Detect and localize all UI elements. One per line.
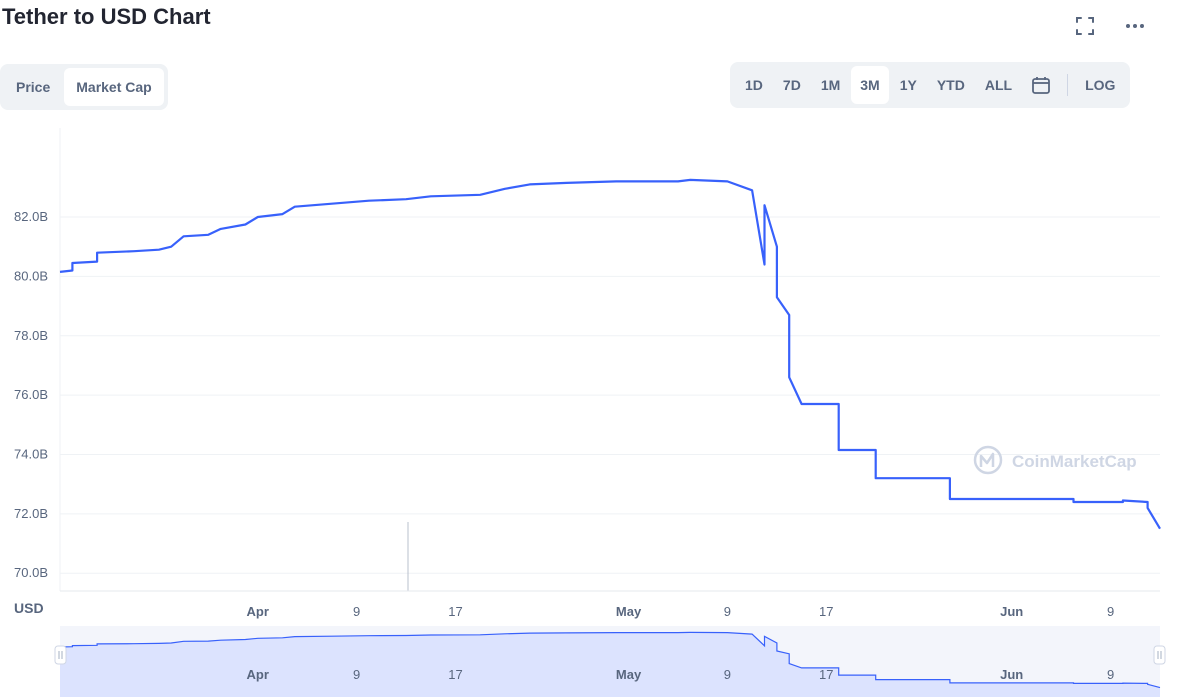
navigator-x-tick-label: May (616, 667, 642, 682)
coinmarketcap-watermark: CoinMarketCap (973, 445, 1137, 475)
range-1m[interactable]: 1M (820, 77, 841, 93)
range-ytd[interactable]: YTD (936, 77, 965, 93)
calendar-icon[interactable] (1023, 66, 1059, 104)
x-tick-label: Apr (247, 604, 269, 619)
navigator-line (59, 631, 1161, 689)
range-toggle: 1D 7D 1M 3M 1Y YTD ALL LOG (730, 62, 1131, 108)
navigator-area (60, 632, 1160, 697)
x-tick-label: May (616, 604, 642, 619)
grid-lines (60, 216, 1160, 574)
tab-price[interactable]: Price (16, 79, 51, 95)
navigator-x-tick-label: 9 (353, 667, 360, 682)
page-title: Tether to USD Chart (2, 4, 211, 29)
x-tick-label: 9 (1107, 604, 1114, 619)
navigator-x-tick-label: Apr (247, 667, 269, 682)
tab-market-cap[interactable]: Market Cap (64, 68, 164, 106)
navigator-x-tick-label: 17 (448, 667, 462, 682)
range-navigator[interactable]: Apr 9 17 May 9 17 Jun 9 (54, 626, 1166, 697)
coinmarketcap-logo-icon (973, 445, 1003, 475)
y-tick-label: 72.0B (14, 506, 48, 521)
y-tick-label: 82.0B (14, 209, 48, 224)
x-tick-label: 9 (353, 604, 360, 619)
y-tick-label: 78.0B (14, 328, 48, 343)
x-tick-label: 17 (819, 604, 833, 619)
y-tick-label: 80.0B (14, 268, 48, 283)
currency-label: USD (14, 600, 44, 616)
range-3m[interactable]: 3M (851, 66, 889, 104)
watermark-text: CoinMarketCap (1012, 452, 1137, 471)
range-1y[interactable]: 1Y (899, 77, 917, 93)
toolbar-divider (1067, 74, 1069, 96)
navigator-x-tick-label: 17 (819, 667, 833, 682)
more-dots-icon[interactable] (1119, 12, 1151, 40)
range-1d[interactable]: 1D (745, 77, 763, 93)
range-all[interactable]: ALL (984, 77, 1013, 93)
log-scale-toggle[interactable]: LOG (1085, 77, 1116, 93)
navigator-x-tick-label: Jun (1000, 667, 1023, 682)
x-tick-label: 9 (724, 604, 731, 619)
y-tick-label: 70.0B (14, 565, 48, 580)
x-tick-label: 17 (448, 604, 462, 619)
navigator-x-tick-label: 9 (724, 667, 731, 682)
x-axis: Apr 9 17 May 9 17 Jun 9 (247, 604, 1115, 619)
y-axis: 70.0B 72.0B 74.0B 76.0B 78.0B 80.0B 82.0B (14, 209, 48, 580)
y-tick-label: 74.0B (14, 446, 48, 461)
navigator-left-handle[interactable] (54, 645, 67, 665)
range-7d[interactable]: 7D (782, 77, 801, 93)
navigator-right-handle[interactable] (1153, 645, 1166, 665)
y-tick-label: 76.0B (14, 387, 48, 402)
fullscreen-icon[interactable] (1069, 12, 1101, 40)
market-cap-line (59, 178, 1161, 530)
navigator-x-axis: Apr 9 17 May 9 17 Jun 9 (247, 667, 1115, 682)
x-tick-label: Jun (1000, 604, 1023, 619)
navigator-x-tick-label: 9 (1107, 667, 1114, 682)
metric-toggle: Price Market Cap (0, 64, 168, 110)
